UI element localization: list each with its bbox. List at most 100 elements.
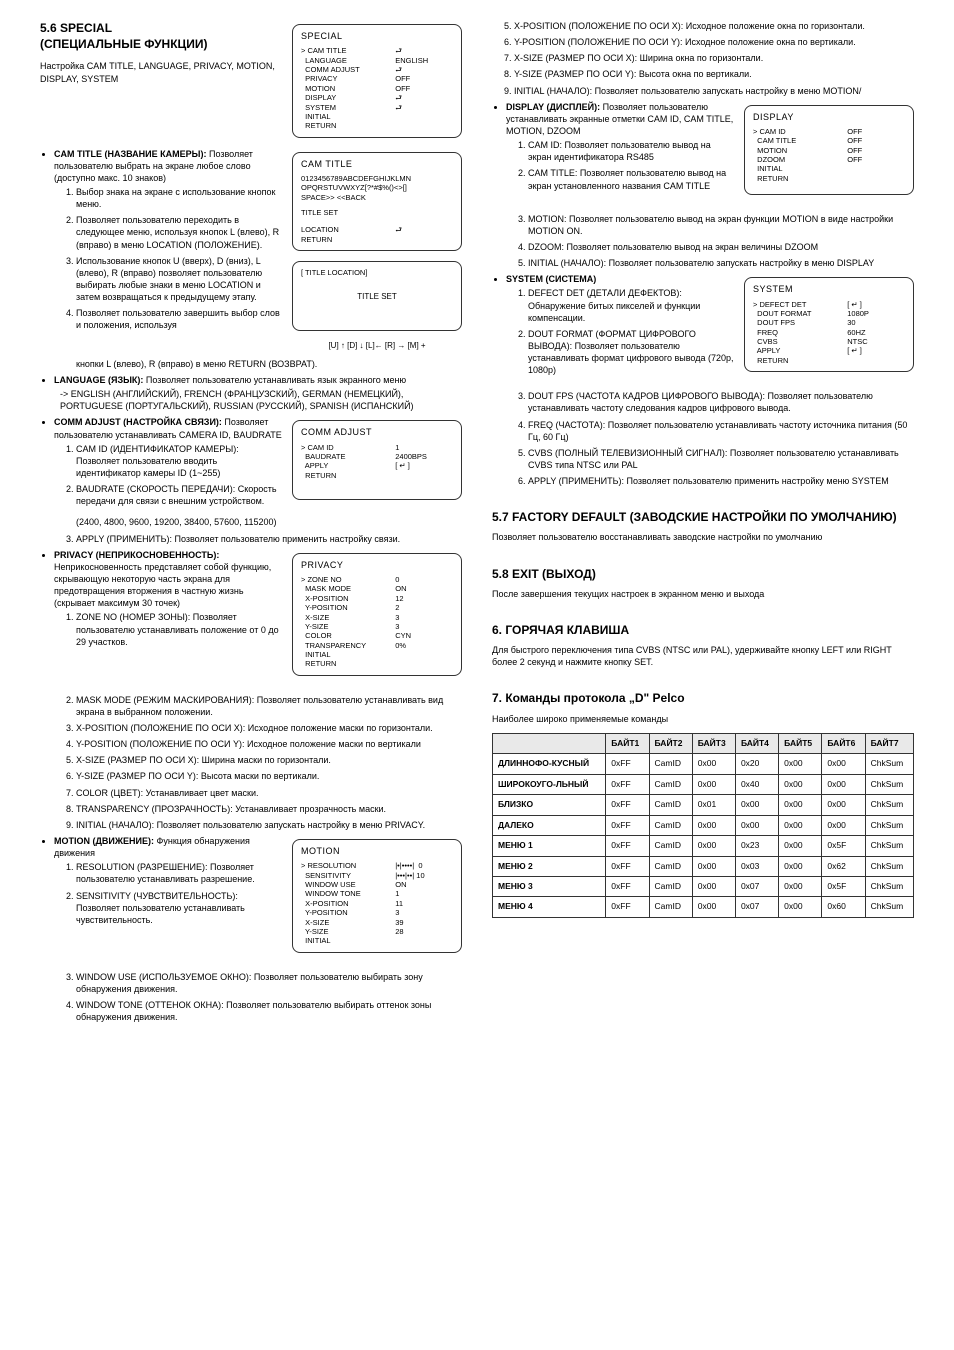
li: X-SIZE (РАЗМЕР ПО ОСИ X): Ширина маски п…	[76, 754, 462, 766]
table-cell: 0x00	[735, 815, 778, 835]
li-part: Позволяет пользователю завершить выбор с…	[76, 308, 280, 330]
table-cell: 0x00	[779, 856, 822, 876]
li: DZOOM: Позволяет пользователю вывод на э…	[528, 241, 914, 253]
li: Y-SIZE (РАЗМЕР ПО ОСИ Y): Высота маски п…	[76, 770, 462, 782]
table-cell: МЕНЮ 1	[493, 836, 606, 856]
table-cell: 0x00	[779, 836, 822, 856]
table-cell: 0xFF	[606, 774, 649, 794]
table-cell: 0xFF	[606, 795, 649, 815]
li: WINDOW TONE (ОТТЕНОК ОКНА): Позволяет по…	[76, 999, 462, 1023]
section-6-title: 6. ГОРЯЧАЯ КЛАВИША	[492, 622, 914, 638]
table-cell: 0xFF	[606, 754, 649, 774]
table-cell: 0x40	[735, 774, 778, 794]
table-cell: CamID	[649, 774, 692, 794]
location-val: ⮐	[395, 225, 453, 234]
table-cell: CamID	[649, 815, 692, 835]
li: DOUT FPS (ЧАСТОТА КАДРОВ ЦИФРОВОГО ВЫВОД…	[528, 390, 914, 414]
table-cell: 0x00	[692, 876, 735, 896]
table-cell: 0x00	[692, 836, 735, 856]
table-cell: ChkSum	[865, 774, 913, 794]
table-cell: ДАЛЕКО	[493, 815, 606, 835]
li: CVBS (ПОЛНЫЙ ТЕЛЕВИЗИОННЫЙ СИГНАЛ): Позв…	[528, 447, 914, 471]
table-cell: ChkSum	[865, 836, 913, 856]
intro-text: Настройка CAM TITLE, LANGUAGE, PRIVACY, …	[40, 60, 282, 84]
char-row: OPQRSTUVWXYZ[?*#$%()<>[]	[301, 183, 453, 192]
menu-title: CAM TITLE	[301, 159, 453, 170]
table-header: БАЙТ5	[779, 733, 822, 753]
table-cell: 0x00	[779, 774, 822, 794]
table-row: ДАЛЕКО0xFFCamID0x000x000x000x00ChkSum	[493, 815, 914, 835]
li: Y-POSITION (ПОЛОЖЕНИЕ ПО ОСИ Y): Исходно…	[514, 36, 914, 48]
table-cell: 0x00	[692, 774, 735, 794]
table-cell: 0x62	[822, 856, 865, 876]
lead: SYSTEM (СИСТЕМА)	[506, 274, 596, 284]
li: INITIAL (НАЧАЛО): Позволяет пользователю…	[76, 819, 462, 831]
table-cell: ДЛИННОФО-КУСНЫЙ	[493, 754, 606, 774]
table-cell: 0x00	[822, 754, 865, 774]
menu-display: DISPLAY > CAM IDOFF CAM TITLEOFF MOTIONO…	[744, 105, 914, 195]
char-row: SPACE>> <<BACK	[301, 193, 453, 202]
title-set: TITLE SET	[301, 208, 453, 217]
table-cell: 0x00	[735, 795, 778, 815]
location-label: LOCATION	[301, 225, 395, 234]
table-cell: ChkSum	[865, 795, 913, 815]
table-cell: ChkSum	[865, 754, 913, 774]
table-cell: МЕНЮ 4	[493, 897, 606, 917]
title-set-center: TITLE SET	[301, 292, 453, 302]
table-cell: 0x01	[692, 795, 735, 815]
lead: DISPLAY (ДИСПЛЕЙ):	[506, 102, 600, 112]
table-cell: ChkSum	[865, 876, 913, 896]
table-header: БАЙТ3	[692, 733, 735, 753]
li: FREQ (ЧАСТОТА): Позволяет пользователю у…	[528, 419, 914, 443]
lead: CAM TITLE (НАЗВАНИЕ КАМЕРЫ):	[54, 149, 206, 159]
table-cell: 0x00	[779, 795, 822, 815]
table-cell: ChkSum	[865, 856, 913, 876]
table-cell: 0xFF	[606, 876, 649, 896]
menu-rows: > CAM ID1 BAUDRATE2400BPS APPLY[ ↵ ] RET…	[301, 443, 453, 481]
lead: COMM ADJUST (НАСТРОЙКА СВЯЗИ):	[54, 417, 222, 427]
body: Позволяет пользователю устанавливать язы…	[146, 375, 406, 385]
lang-list: -> ENGLISH (АНГЛИЙСКИЙ), FRENCH (ФРАНЦУЗ…	[60, 388, 462, 412]
menu-title: COMM ADJUST	[301, 427, 453, 438]
table-cell: CamID	[649, 876, 692, 896]
table-row: МЕНЮ 40xFFCamID0x000x070x000x60ChkSum	[493, 897, 914, 917]
menu-special: SPECIAL > CAM TITLE⮐ LANGUAGEENGLISH COM…	[292, 24, 462, 138]
table-cell: МЕНЮ 2	[493, 856, 606, 876]
section-7-title: 7. Команды протокола „D" Pelco	[492, 690, 914, 706]
section-6-body: Для быстрого переключения типа CVBS (NTS…	[492, 644, 914, 668]
li: MOTION: Позволяет пользователю вывод на …	[528, 213, 914, 237]
section-5-7-body: Позволяет пользователю восстанавливать з…	[492, 531, 914, 543]
menu-rows: > CAM TITLE⮐ LANGUAGEENGLISH COMM ADJUST…	[301, 46, 453, 130]
section-7-body: Наиболее широко применяемые команды	[492, 713, 914, 725]
table-cell: 0x00	[822, 815, 865, 835]
menu-rows: > DEFECT DET[ ↵ ] DOUT FORMAT1080P DOUT …	[753, 300, 905, 366]
table-cell: 0x00	[779, 815, 822, 835]
li: WINDOW USE (ИСПОЛЬЗУЕМОЕ ОКНО): Позволяе…	[76, 971, 462, 995]
table-cell: 0x60	[822, 897, 865, 917]
table-cell: 0x00	[779, 754, 822, 774]
table-cell: CamID	[649, 897, 692, 917]
li: COLOR (ЦВЕТ): Устанавливает цвет маски.	[76, 787, 462, 799]
table-cell: 0x07	[735, 897, 778, 917]
table-cell: 0x23	[735, 836, 778, 856]
menu-rows: > RESOLUTION|•|••••| 0 SENSITIVITY|•••|•…	[301, 861, 453, 945]
lead: LANGUAGE (ЯЗЫК):	[54, 375, 143, 385]
menu-rows: > CAM IDOFF CAM TITLEOFF MOTIONOFF DZOOM…	[753, 127, 905, 183]
li: Y-POSITION (ПОЛОЖЕНИЕ ПО ОСИ Y): Исходно…	[76, 738, 462, 750]
table-cell: 0x00	[692, 754, 735, 774]
table-row: МЕНЮ 10xFFCamID0x000x230x000x5FChkSum	[493, 836, 914, 856]
table-cell: 0xFF	[606, 856, 649, 876]
motion-continued: X-POSITION (ПОЛОЖЕНИЕ ПО ОСИ X): Исходно…	[514, 20, 914, 97]
li-part: BAUDRATE (СКОРОСТЬ ПЕРЕДАЧИ): Скорость п…	[76, 484, 277, 506]
menu-comm-adjust: COMM ADJUST > CAM ID1 BAUDRATE2400BPS AP…	[292, 420, 462, 500]
table-header: БАЙТ7	[865, 733, 913, 753]
menu-rows: > ZONE NO0 MASK MODEON X-POSITION12 Y-PO…	[301, 575, 453, 669]
menu-title: MOTION	[301, 846, 453, 857]
char-row: 0123456789ABCDEFGHIJKLMN	[301, 174, 453, 183]
table-header: БАЙТ6	[822, 733, 865, 753]
lead: PRIVACY (НЕПРИКОСНОВЕННОСТЬ):	[54, 550, 219, 560]
table-cell: ChkSum	[865, 897, 913, 917]
table-cell: 0x00	[692, 815, 735, 835]
menu-title: SYSTEM	[753, 284, 905, 295]
table-cell: 0x00	[692, 856, 735, 876]
